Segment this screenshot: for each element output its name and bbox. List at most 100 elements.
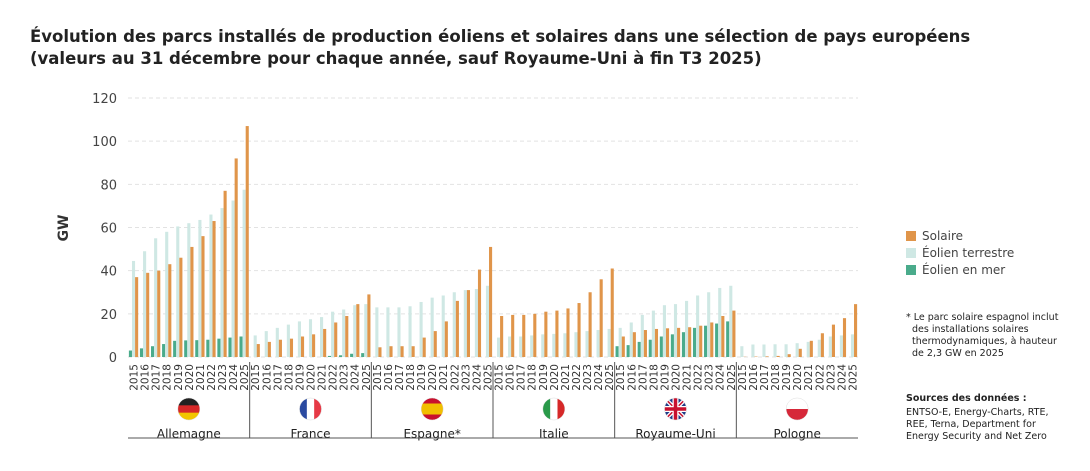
bar: [799, 349, 802, 357]
flag-stripe: [307, 398, 315, 420]
bar: [378, 347, 381, 357]
bar: [420, 302, 423, 357]
bar: [721, 316, 724, 357]
group-label: Italie: [539, 427, 569, 441]
bar: [622, 336, 625, 357]
bar: [386, 307, 389, 357]
bar: [375, 307, 378, 357]
bar: [173, 341, 176, 357]
y-tick-label: 80: [100, 178, 117, 193]
bar: [232, 201, 235, 357]
bar: [600, 279, 603, 357]
bar: [674, 304, 677, 357]
bar: [456, 301, 459, 357]
legend-label: Éolien terrestre: [922, 245, 1014, 260]
bar: [638, 342, 641, 357]
bar: [135, 277, 138, 357]
sources-line: REE, Terna, Department for: [906, 419, 1036, 430]
bar: [677, 328, 680, 357]
bar: [821, 333, 824, 357]
group-label: France: [291, 427, 331, 441]
legend-label: Éolien en mer: [922, 262, 1005, 277]
flag-stripe: [786, 398, 808, 410]
sources-line: Energy Security and Net Zero: [906, 431, 1047, 442]
bar: [807, 342, 810, 357]
bar: [162, 344, 165, 357]
bar: [434, 331, 437, 357]
bar: [478, 270, 481, 357]
group-label: Royaume-Uni: [635, 427, 715, 441]
bar: [840, 335, 843, 357]
group-label: Allemagne: [157, 427, 221, 441]
bar: [555, 311, 558, 357]
group-label: Pologne: [773, 427, 820, 441]
sources-line: ENTSO-E, Energy-Charts, RTE,: [906, 407, 1049, 418]
y-tick-label: 60: [100, 222, 117, 237]
bar: [331, 312, 334, 357]
note-line: thermodynamiques, à hauteur: [912, 336, 1057, 347]
bar: [367, 294, 370, 357]
bar: [541, 334, 544, 357]
bar: [187, 223, 190, 357]
bar: [843, 318, 846, 357]
bar: [611, 269, 614, 357]
bar: [589, 292, 592, 357]
bar: [652, 311, 655, 357]
bar: [685, 301, 688, 357]
bar: [179, 258, 182, 357]
bar: [235, 158, 238, 357]
bar: [693, 328, 696, 357]
bar: [290, 339, 293, 357]
bar: [608, 329, 611, 357]
bar: [206, 340, 209, 357]
bar: [688, 327, 691, 357]
bar: [442, 295, 445, 357]
bar: [715, 324, 718, 357]
bar: [666, 328, 669, 357]
bar: [696, 295, 699, 357]
bar: [224, 191, 227, 357]
bar: [619, 328, 622, 357]
bar: [762, 344, 765, 357]
flag-stripe: [421, 404, 443, 415]
bar: [228, 338, 231, 357]
bar: [353, 305, 356, 357]
bar: [279, 340, 282, 357]
bar: [585, 331, 588, 357]
flag-stripe: [178, 398, 200, 406]
bar: [342, 310, 345, 357]
bar: [146, 273, 149, 357]
bar: [563, 333, 566, 357]
x-tick-label: 2025: [847, 364, 859, 391]
bar: [497, 338, 500, 357]
note-line: des installations solaires: [912, 324, 1029, 335]
bar: [655, 329, 658, 357]
bar: [740, 346, 743, 357]
bar: [268, 342, 271, 357]
bar: [364, 304, 367, 357]
bar: [649, 340, 652, 357]
bar: [265, 331, 268, 357]
bar: [574, 332, 577, 357]
chart-title: Évolution des parcs installés de product…: [30, 27, 970, 46]
bar: [578, 303, 581, 357]
bar: [671, 334, 674, 357]
bar: [682, 332, 685, 357]
bar: [389, 346, 392, 357]
bar: [276, 328, 279, 357]
bar: [201, 236, 204, 357]
bar: [287, 325, 290, 357]
bar: [312, 334, 315, 357]
bar: [132, 261, 135, 357]
legend-swatch: [906, 231, 916, 241]
bar: [320, 317, 323, 357]
bar: [254, 335, 257, 357]
bar: [345, 316, 348, 357]
bar: [334, 322, 337, 357]
bar: [616, 346, 619, 357]
bar: [530, 335, 533, 357]
group-label: Espagne*: [403, 427, 460, 441]
bar: [339, 355, 342, 357]
bar: [165, 232, 168, 357]
